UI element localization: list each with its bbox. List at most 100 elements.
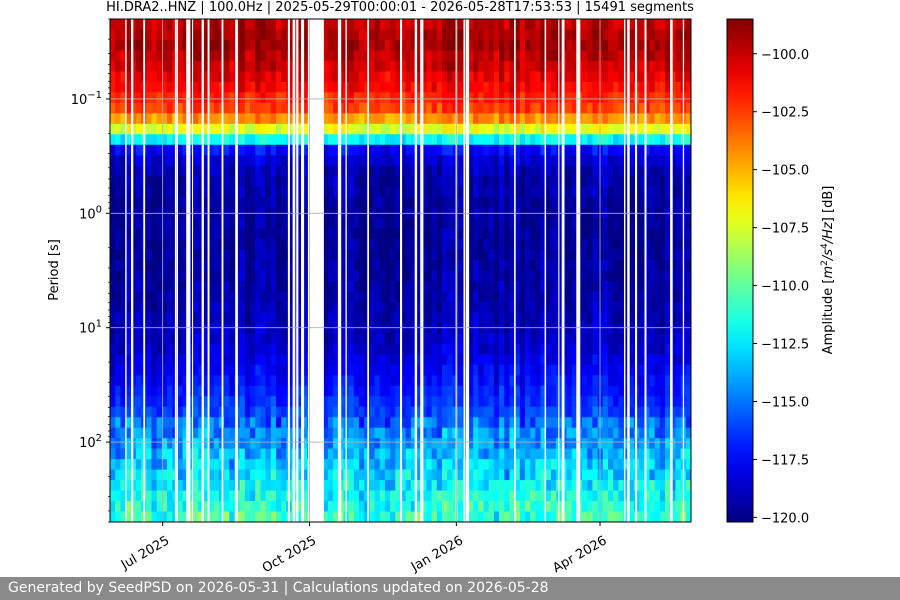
heatmap-cell — [478, 113, 485, 125]
heatmap-cell — [395, 396, 402, 408]
heatmap-cell — [203, 144, 210, 156]
heatmap-cell — [182, 102, 189, 114]
heatmap-cell — [582, 165, 588, 177]
heatmap-cell — [301, 155, 308, 167]
heatmap-cell — [151, 396, 158, 408]
heatmap-cell — [618, 186, 625, 198]
heatmap-cell — [333, 396, 339, 408]
heatmap-cell — [442, 270, 448, 282]
heatmap-cell — [374, 239, 381, 251]
heatmap-cell — [525, 270, 531, 282]
heatmap-cell — [301, 322, 308, 334]
heatmap-cell — [369, 39, 376, 52]
heatmap-cell — [177, 144, 184, 156]
heatmap-cell — [390, 165, 396, 177]
heatmap-cell — [545, 385, 552, 397]
heatmap-cell — [566, 134, 573, 146]
heatmap-cell — [198, 123, 204, 135]
heatmap-cell — [270, 218, 277, 230]
heatmap-cell — [379, 155, 386, 167]
heatmap-cell — [421, 385, 428, 397]
heatmap-cell — [244, 459, 251, 471]
heatmap-cell — [602, 427, 609, 439]
heatmap-cell — [229, 322, 236, 334]
heatmap-cell — [333, 29, 339, 41]
heatmap-cell — [545, 60, 552, 72]
heatmap-cell — [198, 364, 204, 376]
heatmap-cell — [198, 19, 204, 31]
heatmap-cell — [187, 438, 194, 450]
heatmap-column — [592, 19, 599, 522]
heatmap-cell — [374, 176, 381, 188]
heatmap-cell — [473, 480, 479, 492]
heatmap-cell — [447, 60, 453, 72]
heatmap-cell — [151, 406, 158, 418]
heatmap-cell — [447, 322, 453, 334]
heatmap-cell — [618, 511, 625, 522]
heatmap-cell — [550, 176, 557, 188]
heatmap-cell — [499, 448, 505, 460]
heatmap-cell — [623, 511, 630, 522]
heatmap-cell — [322, 176, 329, 188]
heatmap-cell — [566, 333, 573, 345]
heatmap-cell — [296, 291, 303, 303]
heatmap-cell — [395, 480, 402, 492]
heatmap-cell — [208, 71, 215, 83]
heatmap-cell — [467, 385, 474, 397]
heatmap-cell — [167, 490, 173, 502]
heatmap-cell — [514, 197, 521, 209]
heatmap-cell — [530, 81, 536, 93]
heatmap-cell — [281, 427, 287, 439]
heatmap-cell — [239, 102, 246, 114]
heatmap-cell — [327, 396, 334, 408]
heatmap-cell — [374, 480, 381, 492]
heatmap-cell — [488, 406, 495, 418]
heatmap-cell — [151, 375, 158, 387]
heatmap-cell — [270, 312, 277, 324]
heatmap-cell — [208, 113, 215, 125]
heatmap-cell — [270, 406, 277, 418]
heatmap-cell — [405, 417, 412, 429]
heatmap-cell — [442, 228, 448, 240]
heatmap-cell — [198, 81, 204, 93]
heatmap-cell — [239, 60, 246, 72]
heatmap-cell — [281, 280, 287, 293]
heatmap-cell — [390, 197, 396, 209]
heatmap-cell — [628, 228, 635, 240]
heatmap-cell — [156, 406, 163, 418]
heatmap-cell — [110, 480, 116, 492]
heatmap-cell — [364, 249, 370, 261]
heatmap-cell — [255, 102, 262, 114]
heatmap-cell — [405, 228, 412, 240]
heatmap-cell — [322, 469, 329, 481]
heatmap-cell — [436, 312, 443, 324]
heatmap-cell — [473, 354, 479, 366]
heatmap-cell — [301, 448, 308, 460]
heatmap-cell — [545, 270, 552, 282]
heatmap-cell — [348, 218, 355, 230]
heatmap-cell — [514, 228, 521, 240]
heatmap-cell — [203, 102, 210, 114]
heatmap-cell — [276, 438, 282, 450]
heatmap-cell — [405, 60, 412, 72]
heatmap-cell — [483, 29, 490, 41]
heatmap-cell — [499, 60, 505, 72]
heatmap-cell — [623, 60, 630, 72]
heatmap-cell — [467, 92, 474, 104]
heatmap-cell — [281, 134, 287, 146]
heatmap-cell — [410, 343, 417, 355]
heatmap-cell — [322, 165, 329, 177]
heatmap-cell — [488, 322, 495, 334]
heatmap-cell — [395, 29, 402, 41]
heatmap-cell — [151, 385, 158, 397]
heatmap-cell — [296, 301, 303, 314]
heatmap-cell — [203, 270, 210, 282]
heatmap-cell — [473, 155, 479, 167]
heatmap-cell — [187, 354, 194, 366]
heatmap-cell — [281, 375, 287, 387]
heatmap-cell — [478, 249, 485, 261]
heatmap-cell — [213, 501, 220, 513]
heatmap-cell — [509, 385, 516, 397]
heatmap-cell — [130, 322, 137, 334]
heatmap-cell — [566, 427, 573, 439]
